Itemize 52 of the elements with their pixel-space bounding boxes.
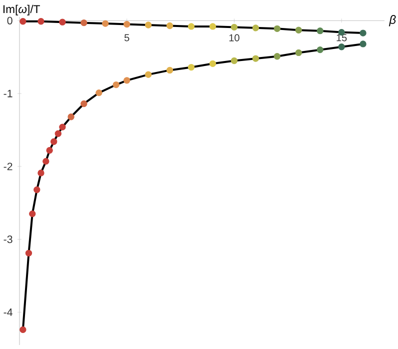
- point: [209, 23, 216, 30]
- point: [46, 147, 53, 154]
- point: [209, 60, 216, 67]
- x-axis-title: β: [388, 15, 396, 26]
- point: [59, 124, 66, 130]
- point: [338, 44, 345, 50]
- point: [316, 46, 324, 54]
- point: [230, 57, 238, 64]
- point: [112, 81, 120, 88]
- point: [274, 53, 280, 60]
- point: [25, 250, 32, 256]
- point: [50, 138, 58, 145]
- y-tick-label: -4: [4, 308, 12, 316]
- point: [144, 22, 152, 28]
- point: [59, 18, 66, 26]
- point: [68, 114, 74, 120]
- point: [124, 20, 130, 28]
- point: [80, 19, 88, 26]
- point: [102, 20, 109, 27]
- x-tick-label: 15: [336, 34, 347, 42]
- point: [54, 130, 62, 137]
- point: [188, 23, 195, 30]
- y-tick-label: 0: [7, 16, 12, 24]
- point: [252, 55, 260, 62]
- point: [360, 30, 366, 36]
- y-tick-label: -1: [4, 90, 12, 98]
- point: [252, 24, 260, 32]
- point: [295, 49, 302, 56]
- point: [166, 66, 174, 74]
- y-tick-label: -2: [4, 162, 12, 170]
- y-tick-label: -3: [4, 236, 12, 244]
- point: [274, 25, 280, 32]
- point: [96, 89, 102, 96]
- point: [230, 24, 238, 31]
- x-tick-label: 10: [229, 34, 240, 42]
- y-axis-title: Im[ω]/T: [3, 4, 40, 16]
- point: [166, 22, 174, 30]
- point: [20, 18, 26, 25]
- point: [295, 26, 302, 34]
- point: [80, 100, 88, 108]
- x-tick-label: 5: [124, 34, 130, 42]
- point: [20, 326, 26, 334]
- point: [38, 170, 44, 176]
- point: [124, 77, 130, 84]
- point: [29, 210, 36, 218]
- point: [42, 158, 50, 165]
- point: [360, 40, 366, 48]
- point: [38, 18, 44, 25]
- point: [188, 64, 195, 71]
- point: [144, 71, 152, 78]
- point: [34, 186, 40, 194]
- point: [316, 28, 324, 34]
